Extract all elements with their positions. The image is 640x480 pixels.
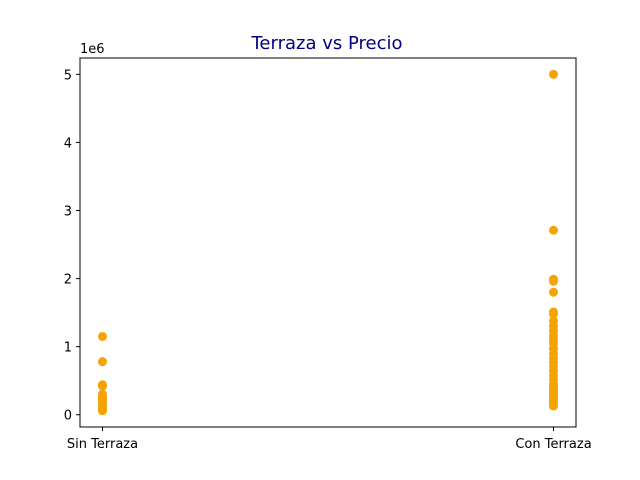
data-point [549,276,558,286]
data-point [98,381,107,391]
data-point [549,401,558,411]
y-tick-label: 2 [64,273,72,288]
x-tick-label: Con Terraza [515,437,591,452]
data-point [98,331,107,341]
x-axis: Sin Terraza Con Terraza [67,427,592,452]
y-tick-label: 0 [64,409,72,424]
y-tick-label: 5 [64,68,72,83]
data-point [549,225,558,235]
data-point [98,406,107,416]
y-tick-label: 4 [64,136,72,151]
data-point [549,69,558,79]
y-axis: 0 1 2 3 4 5 [64,68,80,424]
data-point [549,309,558,319]
data-points [98,69,558,416]
chart-title: Terraza vs Precio [250,33,402,54]
plot-area-frame [79,57,577,428]
y-tick-label: 3 [64,205,72,220]
data-point [98,357,107,367]
data-point [549,287,558,297]
y-axis-offset-label: 1e6 [80,42,105,57]
x-tick-label: Sin Terraza [67,437,138,452]
y-tick-label: 1 [64,341,72,356]
